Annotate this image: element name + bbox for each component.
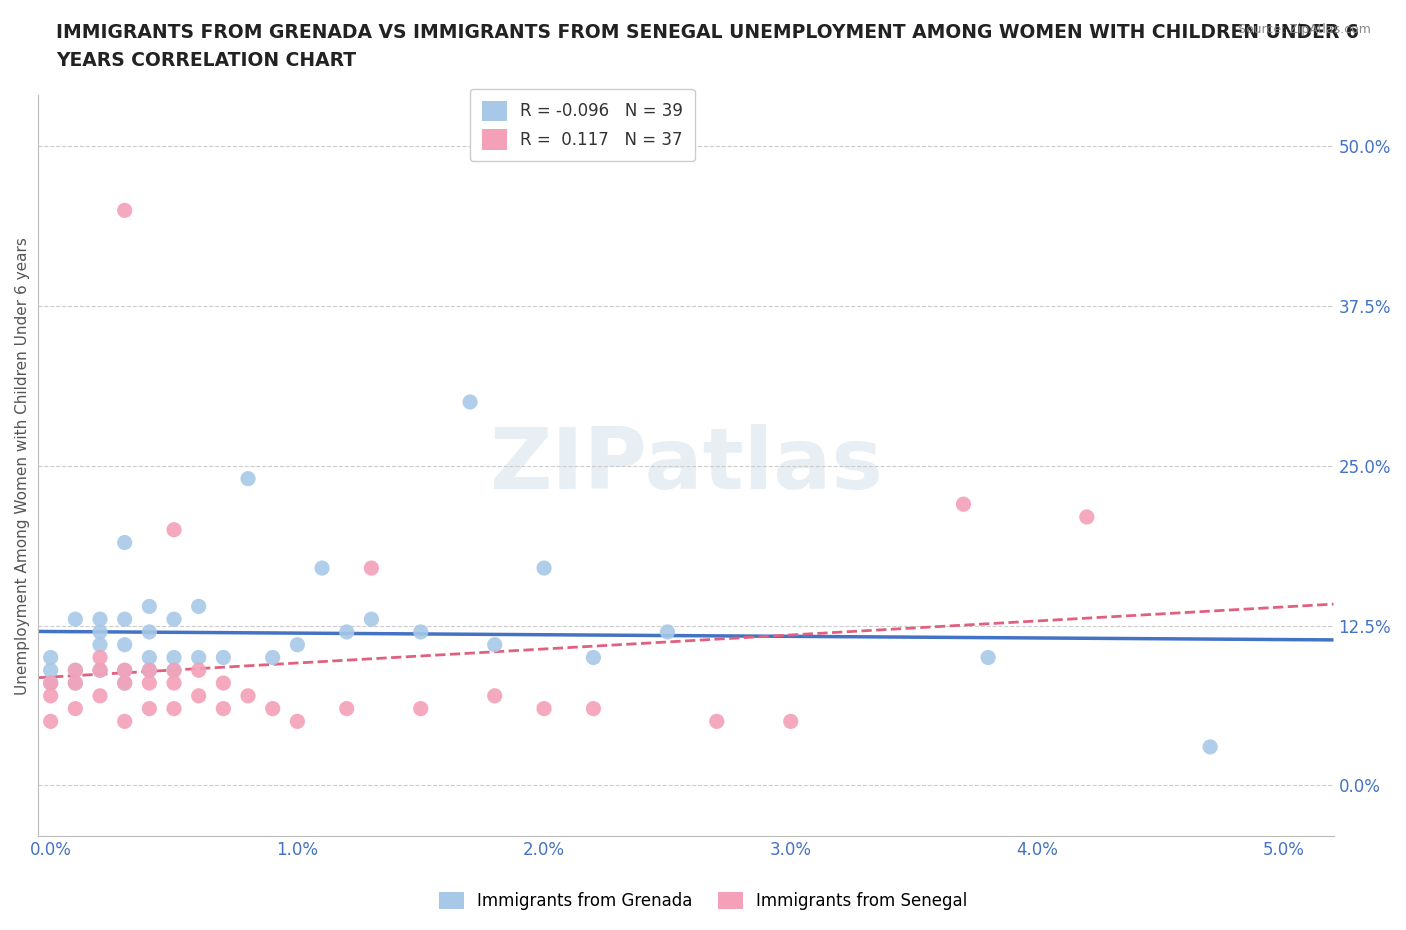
Point [39, 688, 62, 703]
Point [236, 472, 259, 486]
Point [138, 625, 160, 640]
Point [336, 701, 359, 716]
Point [236, 688, 259, 703]
Point [163, 663, 186, 678]
Point [39, 650, 62, 665]
Point [287, 637, 309, 652]
Point [65, 612, 87, 627]
Point [138, 650, 160, 665]
Point [187, 663, 209, 678]
Point [114, 714, 136, 729]
Point [39, 675, 62, 690]
Point [187, 688, 209, 703]
Point [89, 688, 111, 703]
Text: Source: ZipAtlas.com: Source: ZipAtlas.com [1237, 23, 1371, 36]
Point [114, 637, 136, 652]
Point [89, 612, 111, 627]
Point [89, 637, 111, 652]
Point [114, 203, 136, 218]
Point [360, 612, 382, 627]
Point [706, 714, 728, 729]
Point [1199, 739, 1222, 754]
Point [582, 701, 605, 716]
Point [484, 688, 506, 703]
Point [89, 625, 111, 640]
Point [287, 714, 309, 729]
Point [212, 650, 235, 665]
Point [114, 675, 136, 690]
Point [65, 675, 87, 690]
Point [114, 675, 136, 690]
Point [138, 663, 160, 678]
Point [39, 675, 62, 690]
Point [262, 701, 284, 716]
Point [212, 675, 235, 690]
Point [138, 599, 160, 614]
Point [533, 561, 555, 576]
Point [163, 663, 186, 678]
Point [65, 675, 87, 690]
Point [39, 663, 62, 678]
Point [187, 599, 209, 614]
Point [977, 650, 1000, 665]
Point [458, 394, 481, 409]
Point [39, 714, 62, 729]
Point [163, 523, 186, 538]
Point [484, 637, 506, 652]
Point [409, 701, 432, 716]
Point [89, 663, 111, 678]
Point [163, 650, 186, 665]
Point [409, 625, 432, 640]
Point [779, 714, 801, 729]
Point [212, 701, 235, 716]
Text: IMMIGRANTS FROM GRENADA VS IMMIGRANTS FROM SENEGAL UNEMPLOYMENT AMONG WOMEN WITH: IMMIGRANTS FROM GRENADA VS IMMIGRANTS FR… [56, 23, 1360, 42]
Point [114, 663, 136, 678]
Text: YEARS CORRELATION CHART: YEARS CORRELATION CHART [56, 51, 356, 70]
Point [533, 701, 555, 716]
Point [65, 663, 87, 678]
Point [65, 701, 87, 716]
Legend: R = -0.096   N = 39, R =  0.117   N = 37: R = -0.096 N = 39, R = 0.117 N = 37 [470, 89, 695, 161]
Point [1076, 510, 1098, 525]
Point [360, 561, 382, 576]
Point [311, 561, 333, 576]
Point [138, 701, 160, 716]
Point [952, 497, 974, 512]
Point [65, 663, 87, 678]
Point [138, 663, 160, 678]
Point [138, 675, 160, 690]
Point [114, 535, 136, 550]
Point [114, 612, 136, 627]
Point [114, 663, 136, 678]
Point [336, 625, 359, 640]
Y-axis label: Unemployment Among Women with Children Under 6 years: Unemployment Among Women with Children U… [15, 237, 30, 695]
Point [163, 675, 186, 690]
Point [163, 701, 186, 716]
Point [89, 663, 111, 678]
Point [582, 650, 605, 665]
Point [657, 625, 679, 640]
Point [262, 650, 284, 665]
Text: ZIPatlas: ZIPatlas [489, 424, 883, 508]
Legend: Immigrants from Grenada, Immigrants from Senegal: Immigrants from Grenada, Immigrants from… [432, 885, 974, 917]
Point [163, 612, 186, 627]
Point [89, 650, 111, 665]
Point [187, 650, 209, 665]
